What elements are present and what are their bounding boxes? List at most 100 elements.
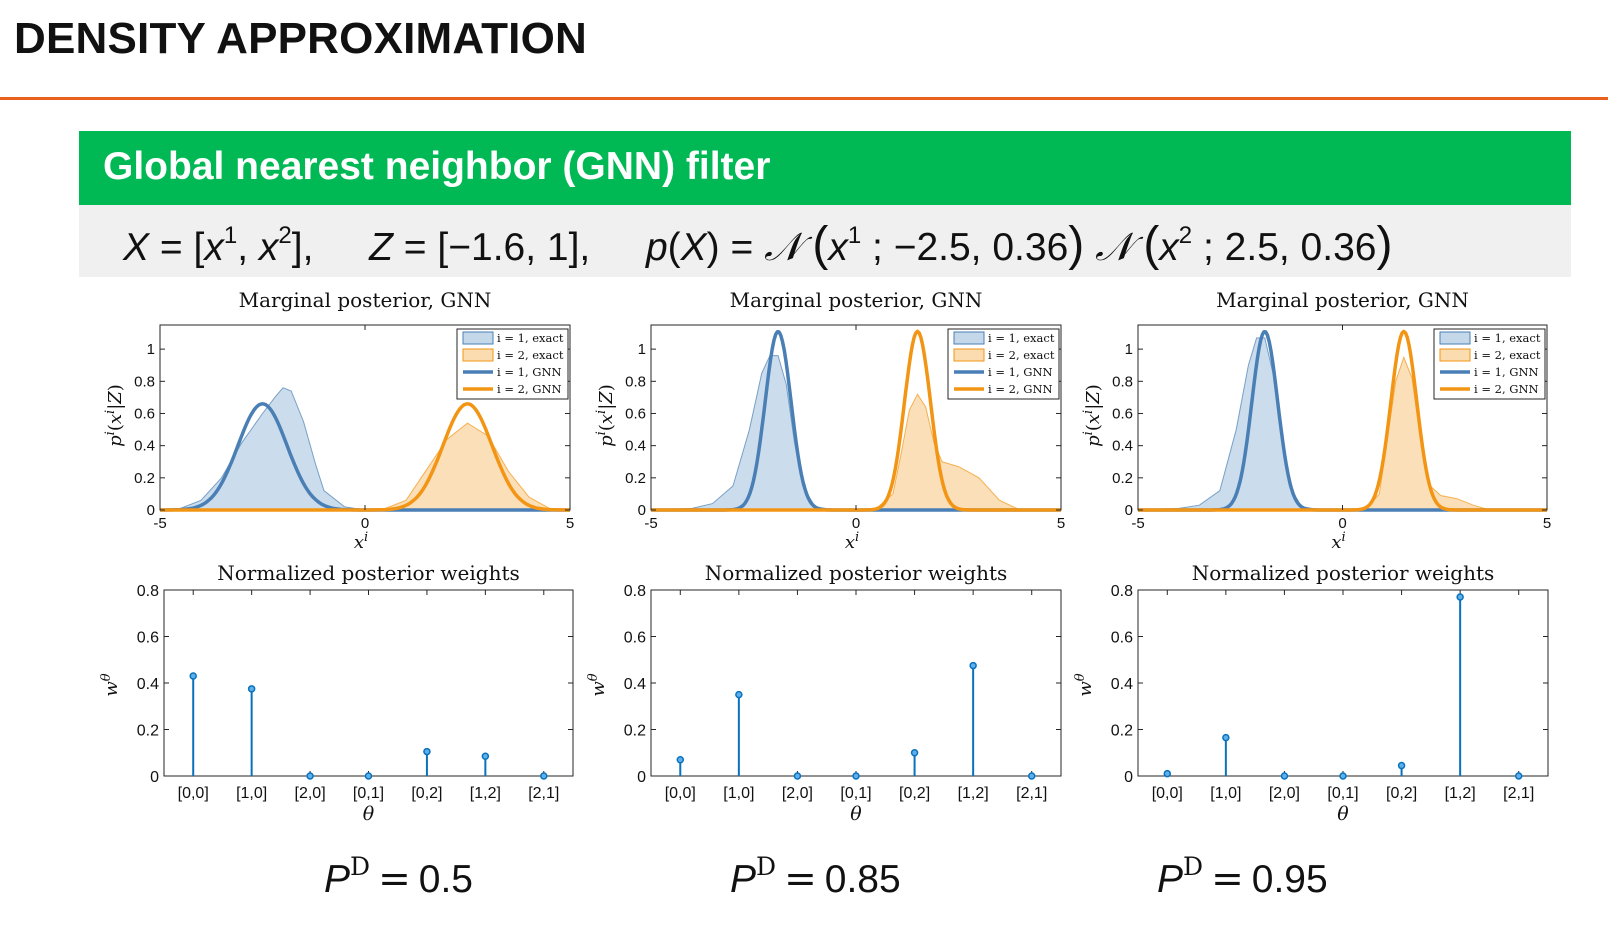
formula-x-close: ], bbox=[291, 226, 314, 269]
formula-comma: , bbox=[237, 226, 249, 269]
weight-marker bbox=[1456, 593, 1464, 601]
x-tick-label: [0,0] bbox=[1152, 785, 1183, 802]
x-axis-label: xi bbox=[1331, 530, 1345, 553]
density-legend: i = 1, exact i = 2, exact i = 1, GNN i = 2,… bbox=[947, 328, 1060, 400]
y-tick-label: 0.4 bbox=[137, 676, 159, 693]
legend-label: i = 2, GNN bbox=[988, 382, 1053, 396]
formula-rparen-2: ) bbox=[1376, 218, 1393, 271]
x-tick-label: [0,1] bbox=[840, 785, 871, 802]
weights-chart-title: Normalized posterior weights bbox=[1192, 561, 1495, 585]
x-tick-label: 5 bbox=[1543, 515, 1551, 532]
banner-title: Global nearest neighbor (GNN) filter bbox=[103, 145, 771, 188]
pd-label-3-P: P bbox=[1157, 858, 1184, 901]
legend-label: i = 1, GNN bbox=[988, 365, 1053, 379]
legend-swatch bbox=[1439, 331, 1471, 345]
legend-label: i = 1, exact bbox=[497, 331, 564, 345]
x-axis-label: xi bbox=[354, 530, 368, 553]
x-tick-label: [0,2] bbox=[411, 785, 442, 802]
weight-marker bbox=[423, 747, 431, 756]
weight-marker bbox=[306, 772, 314, 780]
legend-label: i = 1, GNN bbox=[497, 365, 562, 379]
y-axis-label: pi(xi|Z) bbox=[103, 384, 126, 447]
formula-Z-value: [−1.6, 1], bbox=[437, 226, 591, 269]
y-axis-label: wθ bbox=[99, 673, 122, 696]
weight-marker bbox=[1163, 769, 1172, 778]
weight-marker bbox=[1397, 761, 1406, 770]
formula-x2: x bbox=[258, 226, 279, 269]
x-axis-label: θ bbox=[363, 803, 375, 825]
weights-plot-frame bbox=[1137, 589, 1549, 777]
formula-x-open: [ bbox=[193, 226, 205, 269]
pd-label-3-sup: D bbox=[1183, 852, 1204, 881]
weight-marker bbox=[852, 772, 860, 780]
pd-label-2: PD = 0.85 bbox=[730, 854, 901, 902]
x-tick-label: [0,0] bbox=[665, 785, 696, 802]
formula-Z: Z bbox=[369, 226, 393, 269]
y-tick-label: 0.6 bbox=[1112, 405, 1133, 422]
y-axis-label: pi(xi|Z) bbox=[594, 384, 617, 447]
formula-n2-x: x bbox=[1159, 226, 1179, 269]
y-tick-label: 0.4 bbox=[624, 676, 646, 693]
weight-marker bbox=[676, 755, 685, 764]
x-tick-label: 5 bbox=[1057, 515, 1065, 532]
y-tick-label: 0.4 bbox=[134, 438, 155, 455]
formula-x2-sup: 2 bbox=[278, 222, 292, 249]
x-tick-label: -5 bbox=[1131, 515, 1144, 532]
pd-label-1-P: P bbox=[324, 858, 351, 901]
y-tick-label: 1 bbox=[638, 341, 646, 358]
weight-marker bbox=[910, 749, 919, 757]
y-tick-label: 0.6 bbox=[1111, 630, 1133, 647]
legend-label: i = 2, exact bbox=[988, 348, 1055, 362]
x-tick-label: [0,1] bbox=[353, 785, 384, 802]
x-tick-label: 0 bbox=[852, 515, 860, 532]
weight-marker bbox=[1027, 772, 1036, 780]
legend-label: i = 1, GNN bbox=[1474, 365, 1539, 379]
y-tick-label: 0.2 bbox=[1111, 723, 1133, 740]
weight-marker bbox=[1514, 772, 1523, 780]
y-tick-label: 0.2 bbox=[1112, 470, 1133, 487]
x-tick-label: [1,2] bbox=[1445, 785, 1476, 802]
pd-label-2-eq: = bbox=[784, 857, 817, 902]
x-tick-label: [2,0] bbox=[782, 785, 813, 802]
weights-chart-2: 0 0.2 0.4 0.6 0.8 [0,0] [1,0] [2,0] [0,1] [0,2] [1… bbox=[586, 561, 1062, 825]
y-tick-label: 0.4 bbox=[1111, 676, 1133, 693]
density-legend: i = 1, exact i = 2, exact i = 1, GNN i = 2,… bbox=[1433, 328, 1546, 400]
y-tick-label: 0.2 bbox=[137, 723, 159, 740]
x-tick-label: -5 bbox=[153, 515, 166, 532]
formula-x1: x bbox=[204, 226, 224, 269]
y-tick-label: 0 bbox=[638, 502, 646, 519]
title-rule bbox=[0, 97, 1608, 100]
y-tick-label: 0.8 bbox=[1111, 583, 1133, 600]
x-axis-label: θ bbox=[1337, 803, 1349, 825]
formula-p: p bbox=[645, 226, 668, 269]
density-chart-title: Marginal posterior, GNN bbox=[1216, 288, 1469, 312]
y-tick-label: 0.4 bbox=[625, 438, 646, 455]
section-banner: Global nearest neighbor (GNN) filter bbox=[79, 131, 1571, 205]
x-tick-label: [0,1] bbox=[1327, 785, 1358, 802]
y-tick-label: 0 bbox=[1125, 502, 1133, 519]
formula-n1-x: x bbox=[828, 226, 848, 269]
formula-n1-args: ; −2.5, 0.36 bbox=[861, 226, 1069, 269]
pd-label-1: PD = 0.5 bbox=[324, 854, 473, 902]
weight-marker bbox=[1280, 772, 1289, 780]
formula-eq-1: = bbox=[159, 226, 183, 269]
x-tick-label: [2,0] bbox=[295, 785, 326, 802]
x-tick-label: [1,2] bbox=[470, 785, 501, 802]
x-tick-label: -5 bbox=[644, 515, 657, 532]
y-tick-label: 0.4 bbox=[1112, 438, 1133, 455]
pd-label-1-eq: = bbox=[378, 857, 411, 902]
x-tick-label: 5 bbox=[566, 515, 574, 532]
weight-marker bbox=[1222, 733, 1230, 742]
formula-n1-sup: 1 bbox=[847, 222, 862, 249]
formula-X: X bbox=[123, 226, 150, 269]
x-tick-label: [1,0] bbox=[723, 785, 754, 802]
weight-marker bbox=[1339, 772, 1347, 780]
legend-label: i = 1, exact bbox=[988, 331, 1055, 345]
legend-swatch bbox=[462, 348, 494, 362]
legend-swatch bbox=[953, 331, 985, 345]
x-tick-label: [2,1] bbox=[1503, 785, 1534, 802]
y-tick-label: 0.8 bbox=[625, 373, 646, 390]
